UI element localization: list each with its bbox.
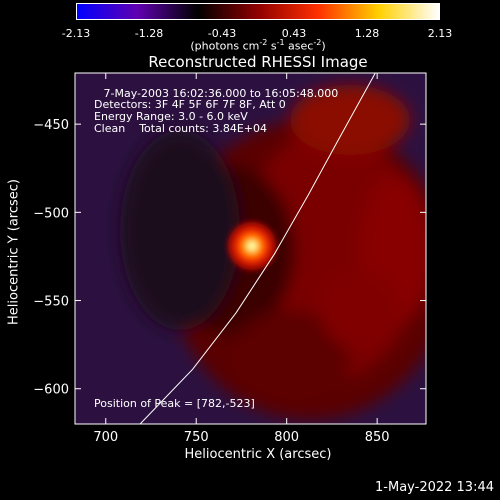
time-range-label: 7-May-2003 16:02:36.000 to 16:05:48.000 xyxy=(100,87,339,100)
colorbar xyxy=(76,3,440,20)
chart-title: Reconstructed RHESSI Image xyxy=(148,53,368,71)
x-axis-label: Heliocentric X (arcsec) xyxy=(184,447,332,462)
y-tick-label: −600 xyxy=(33,383,69,398)
clean-counts-label: Clean Total counts: 3.84E+04 xyxy=(94,122,268,135)
peak-position-label: Position of Peak = [782,-523] xyxy=(94,397,255,410)
y-tick-label: −550 xyxy=(33,295,69,310)
colorbar-tick: -2.13 xyxy=(61,27,91,40)
colorbar-tick: 2.13 xyxy=(427,27,453,40)
colorbar-tick: 1.28 xyxy=(354,27,380,40)
y-axis: −450 −500 −550 −600 xyxy=(33,118,426,398)
x-tick-label: 800 xyxy=(274,430,299,445)
x-tick-label: 700 xyxy=(93,430,118,445)
plot-frame xyxy=(74,72,427,425)
timestamp: 1-May-2022 13:44 xyxy=(375,480,494,495)
colorbar-tick: 0.43 xyxy=(281,27,307,40)
detectors-label: Detectors: 3F 4F 5F 6F 7F 8F, Att 0 xyxy=(94,98,286,111)
y-tick-label: −500 xyxy=(33,206,69,221)
colorbar-units: (photons cm-2 s-1 asec-2) xyxy=(190,38,326,53)
energy-range-label: Energy Range: 3.0 - 6.0 keV xyxy=(94,110,248,123)
colorbar-tick: -1.28 xyxy=(134,27,164,40)
x-axis: 700 750 800 850 xyxy=(93,73,390,445)
x-tick-label: 850 xyxy=(365,430,390,445)
y-tick-label: −450 xyxy=(33,118,69,133)
colorbar-tick: -0.43 xyxy=(207,27,237,40)
x-tick-label: 750 xyxy=(184,430,209,445)
heatmap-image xyxy=(75,73,426,424)
solar-limb-line xyxy=(139,73,376,424)
y-axis-label: Heliocentric Y (arcsec) xyxy=(6,179,22,325)
